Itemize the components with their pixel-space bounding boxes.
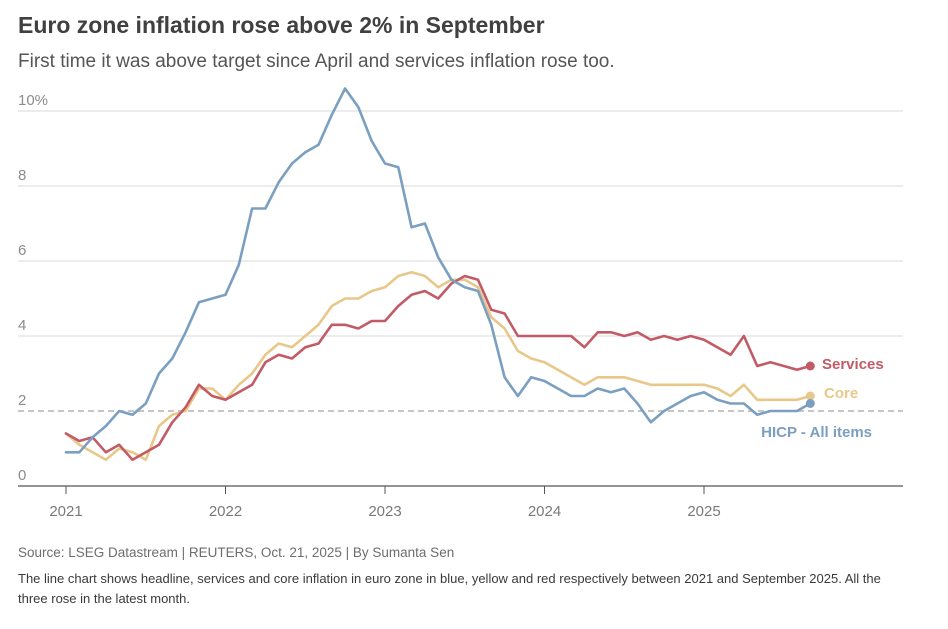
y-tick-label: 4 [18, 317, 26, 334]
y-tick-label: 10% [18, 92, 48, 109]
axes: 0 2 4 6 8 10% 2021 2022 2023 2024 2025 [18, 92, 903, 520]
y-tick-label: 2 [18, 392, 26, 409]
series-lines [64, 87, 815, 462]
chart-title: Euro zone inflation rose above 2% in Sep… [18, 12, 545, 38]
chart-subtitle: First time it was above target since Apr… [18, 51, 615, 72]
series-line-services [64, 274, 812, 462]
y-tick-label: 6 [18, 242, 26, 259]
x-tick-label: 2023 [368, 503, 401, 520]
series-label-hicp-all-items: HICP - All items [761, 424, 872, 441]
x-tick-label: 2022 [209, 503, 242, 520]
grid-lines [18, 110, 903, 337]
chart-description: The line chart shows headline, services … [18, 571, 881, 606]
x-tick-label: 2024 [528, 503, 561, 520]
series-label-services: Services [822, 356, 884, 373]
series-line-core [64, 270, 812, 462]
line-chart: 0 2 4 6 8 10% 2021 2022 2023 2024 2025 Services Cor… [18, 87, 903, 520]
series-labels: Services Core HICP - All items [761, 356, 884, 441]
y-tick-label: 0 [18, 467, 26, 484]
series-end-marker-services [805, 361, 815, 371]
y-tick-label: 8 [18, 167, 26, 184]
series-end-marker-core [805, 391, 815, 401]
source-credit: Source: LSEG Datastream | REUTERS, Oct. … [18, 545, 455, 560]
series-label-core: Core [824, 385, 858, 402]
x-tick-label: 2025 [687, 503, 720, 520]
series-end-marker-hicp-all-items [805, 399, 815, 408]
series-line-hicp-all-items [64, 87, 812, 454]
x-tick-label: 2021 [49, 503, 82, 520]
